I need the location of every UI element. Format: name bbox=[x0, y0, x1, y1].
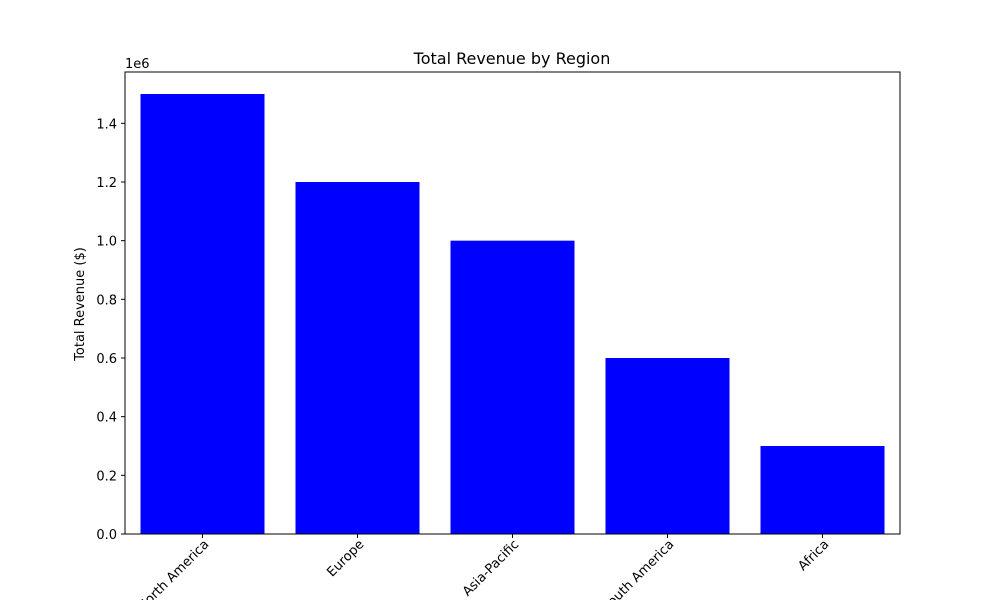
bar-africa bbox=[760, 446, 885, 534]
bar-north-america bbox=[140, 94, 265, 534]
y-axis-offset-label: 1e6 bbox=[125, 57, 150, 72]
y-tick-label: 1.4 bbox=[96, 117, 117, 132]
bars-group bbox=[140, 94, 885, 534]
y-tick-label: 0.2 bbox=[96, 469, 117, 484]
y-axis-label: Total Revenue ($) bbox=[73, 247, 88, 362]
y-tick-label: 1.0 bbox=[96, 235, 117, 250]
bar-south-america bbox=[605, 358, 730, 534]
bar-europe bbox=[295, 182, 420, 534]
y-tick-label: 1.2 bbox=[96, 176, 117, 191]
bar-asia-pacific bbox=[450, 240, 575, 534]
y-tick-label: 0.6 bbox=[96, 352, 117, 367]
plot-frame bbox=[124, 71, 901, 535]
y-tick-label: 0.0 bbox=[96, 528, 117, 543]
y-tick-label: 0.8 bbox=[96, 293, 117, 308]
chart-title: Total Revenue by Region bbox=[413, 49, 611, 68]
y-tick-label: 0.4 bbox=[96, 411, 117, 426]
y-ticks-group: 0.0 0.2 0.4 0.6 0.8 1.0 1.2 1.4 bbox=[96, 117, 125, 543]
